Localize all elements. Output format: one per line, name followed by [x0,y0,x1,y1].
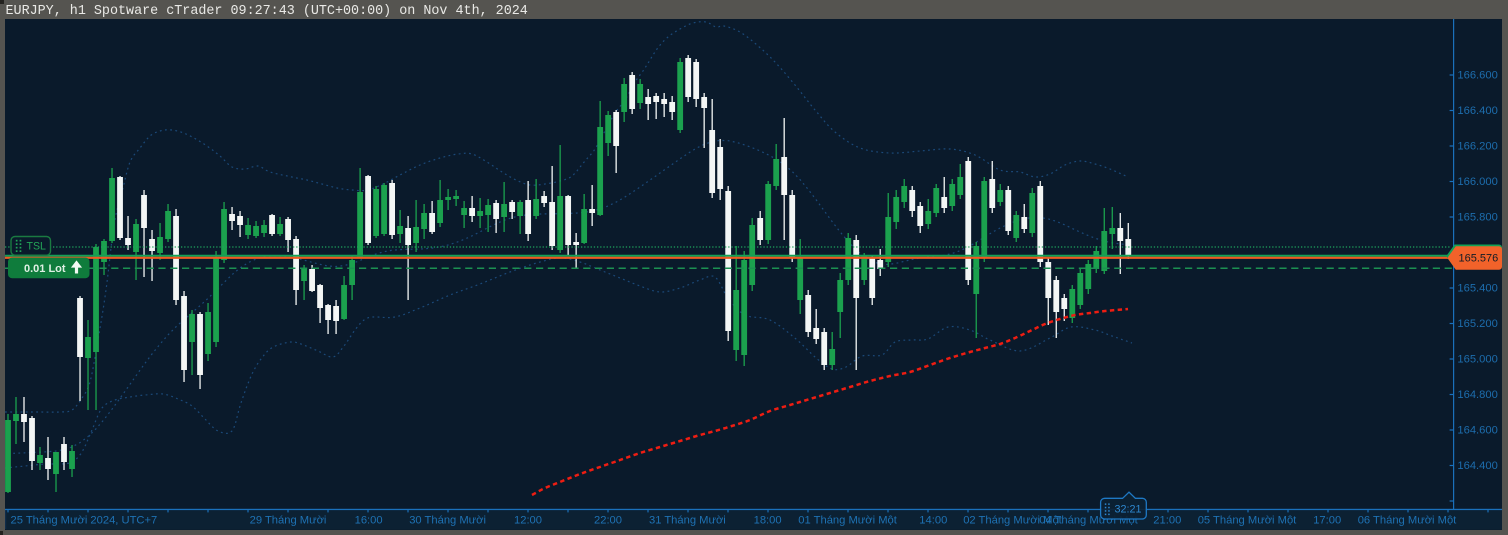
svg-text:166.200: 166.200 [1457,141,1497,153]
svg-text:06 Tháng Mười Một: 06 Tháng Mười Một [1358,515,1457,527]
svg-text:29 Tháng Mười: 29 Tháng Mười [250,515,327,527]
svg-text:164.400: 164.400 [1457,460,1497,472]
svg-text:165.000: 165.000 [1457,354,1497,366]
svg-text:21:00: 21:00 [1153,515,1181,527]
svg-text:166.600: 166.600 [1457,70,1497,82]
svg-text:05 Tháng Mười Một: 05 Tháng Mười Một [1198,515,1297,527]
svg-text:165.400: 165.400 [1457,283,1497,295]
svg-text:165.576: 165.576 [1459,253,1499,265]
svg-text:17:00: 17:00 [1313,515,1341,527]
svg-text:32:21: 32:21 [1115,503,1142,515]
svg-text:12:00: 12:00 [514,515,542,527]
svg-text:165.200: 165.200 [1457,318,1497,330]
svg-text:166.000: 166.000 [1457,176,1497,188]
svg-text:18:00: 18:00 [754,515,782,527]
svg-text:0.01 Lot: 0.01 Lot [24,263,66,275]
svg-text:01 Tháng Mười Một: 01 Tháng Mười Một [798,515,897,527]
svg-text:165.800: 165.800 [1457,212,1497,224]
svg-text:31 Tháng Mười: 31 Tháng Mười [649,515,726,527]
svg-text:25 Tháng Mười 2024, UTC+7: 25 Tháng Mười 2024, UTC+7 [11,515,158,527]
svg-text:22:00: 22:00 [594,515,622,527]
svg-text:30 Tháng Mười: 30 Tháng Mười [409,515,486,527]
svg-text:TSL: TSL [27,241,47,253]
svg-text:02 Tháng Mười Một: 02 Tháng Mười Một [963,515,1062,527]
svg-text:164.800: 164.800 [1457,389,1497,401]
svg-text:166.400: 166.400 [1457,105,1497,117]
svg-text:14:00: 14:00 [919,515,947,527]
svg-text:16:00: 16:00 [355,515,383,527]
svg-text:164.600: 164.600 [1457,425,1497,437]
svg-text:EURJPY, h1 Spotware cTrader 09: EURJPY, h1 Spotware cTrader 09:27:43 (UT… [6,4,528,19]
